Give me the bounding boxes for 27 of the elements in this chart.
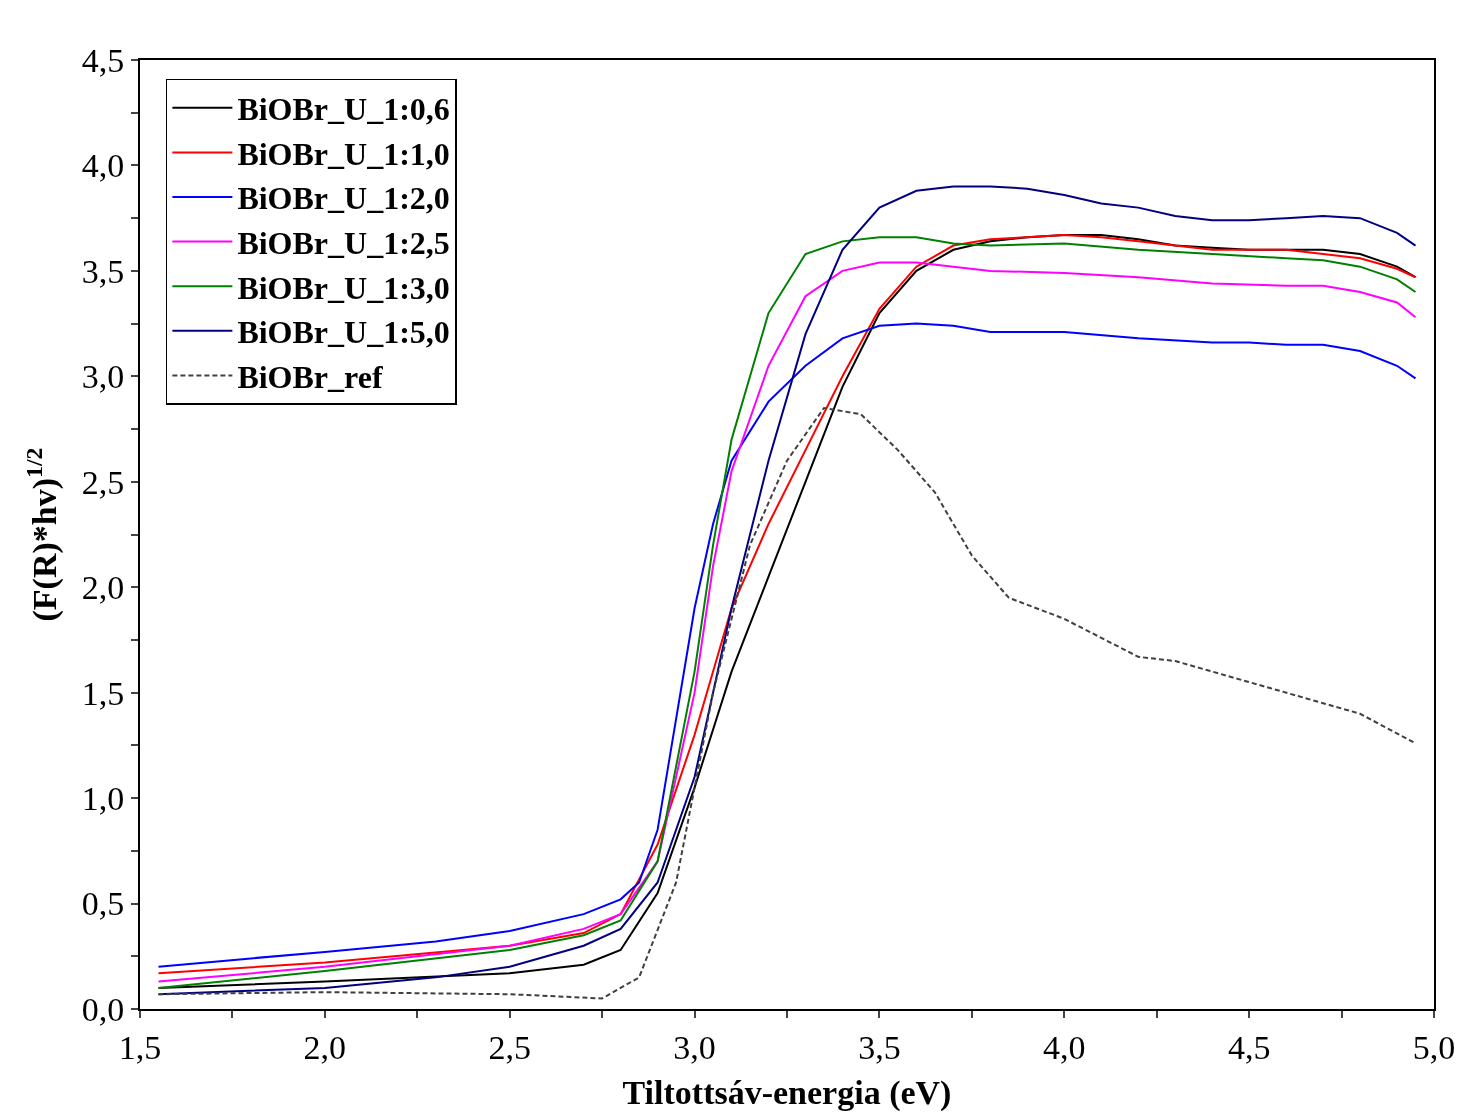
x-tick-label: 5,0 (1412, 1028, 1456, 1066)
x-tick-label: 2,5 (488, 1028, 531, 1066)
legend-label: BiOBr_U_1:0,6 (237, 91, 450, 128)
legend-label: BiOBr_U_1:1,0 (237, 135, 450, 172)
y-tick-label: 1,5 (81, 674, 125, 712)
legend-label: BiOBr_U_1:5,0 (237, 314, 450, 351)
y-tick-label: 4,0 (81, 147, 125, 185)
y-tick-label: 1,0 (81, 780, 125, 818)
legend-label: BiOBr_U_1:2,5 (237, 225, 450, 262)
x-tick-label: 3,0 (673, 1028, 716, 1066)
x-tick-label: 2,0 (303, 1028, 347, 1066)
y-tick-label: 4,5 (81, 41, 125, 79)
y-tick-label: 2,5 (81, 463, 125, 501)
x-axis-title: Tiltottsáv-energia (eV) (622, 1073, 952, 1112)
y-tick-label: 0,5 (81, 885, 125, 923)
legend-label: BiOBr_U_1:3,0 (237, 269, 450, 306)
x-tick-label: 4,0 (1043, 1028, 1086, 1066)
y-tick-label: 3,0 (81, 358, 125, 396)
legend-label: BiOBr_U_1:2,0 (237, 180, 450, 217)
legend-label: BiOBr_ref (237, 358, 383, 395)
x-tick-label: 4,5 (1227, 1028, 1271, 1066)
y-tick-label: 2,0 (81, 569, 125, 607)
y-tick-label: 3,5 (81, 252, 125, 290)
x-tick-label: 1,5 (118, 1028, 162, 1066)
line-series (157, 406, 1417, 1000)
x-tick-label: 3,5 (858, 1028, 901, 1066)
y-tick-label: 0,0 (81, 990, 125, 1028)
